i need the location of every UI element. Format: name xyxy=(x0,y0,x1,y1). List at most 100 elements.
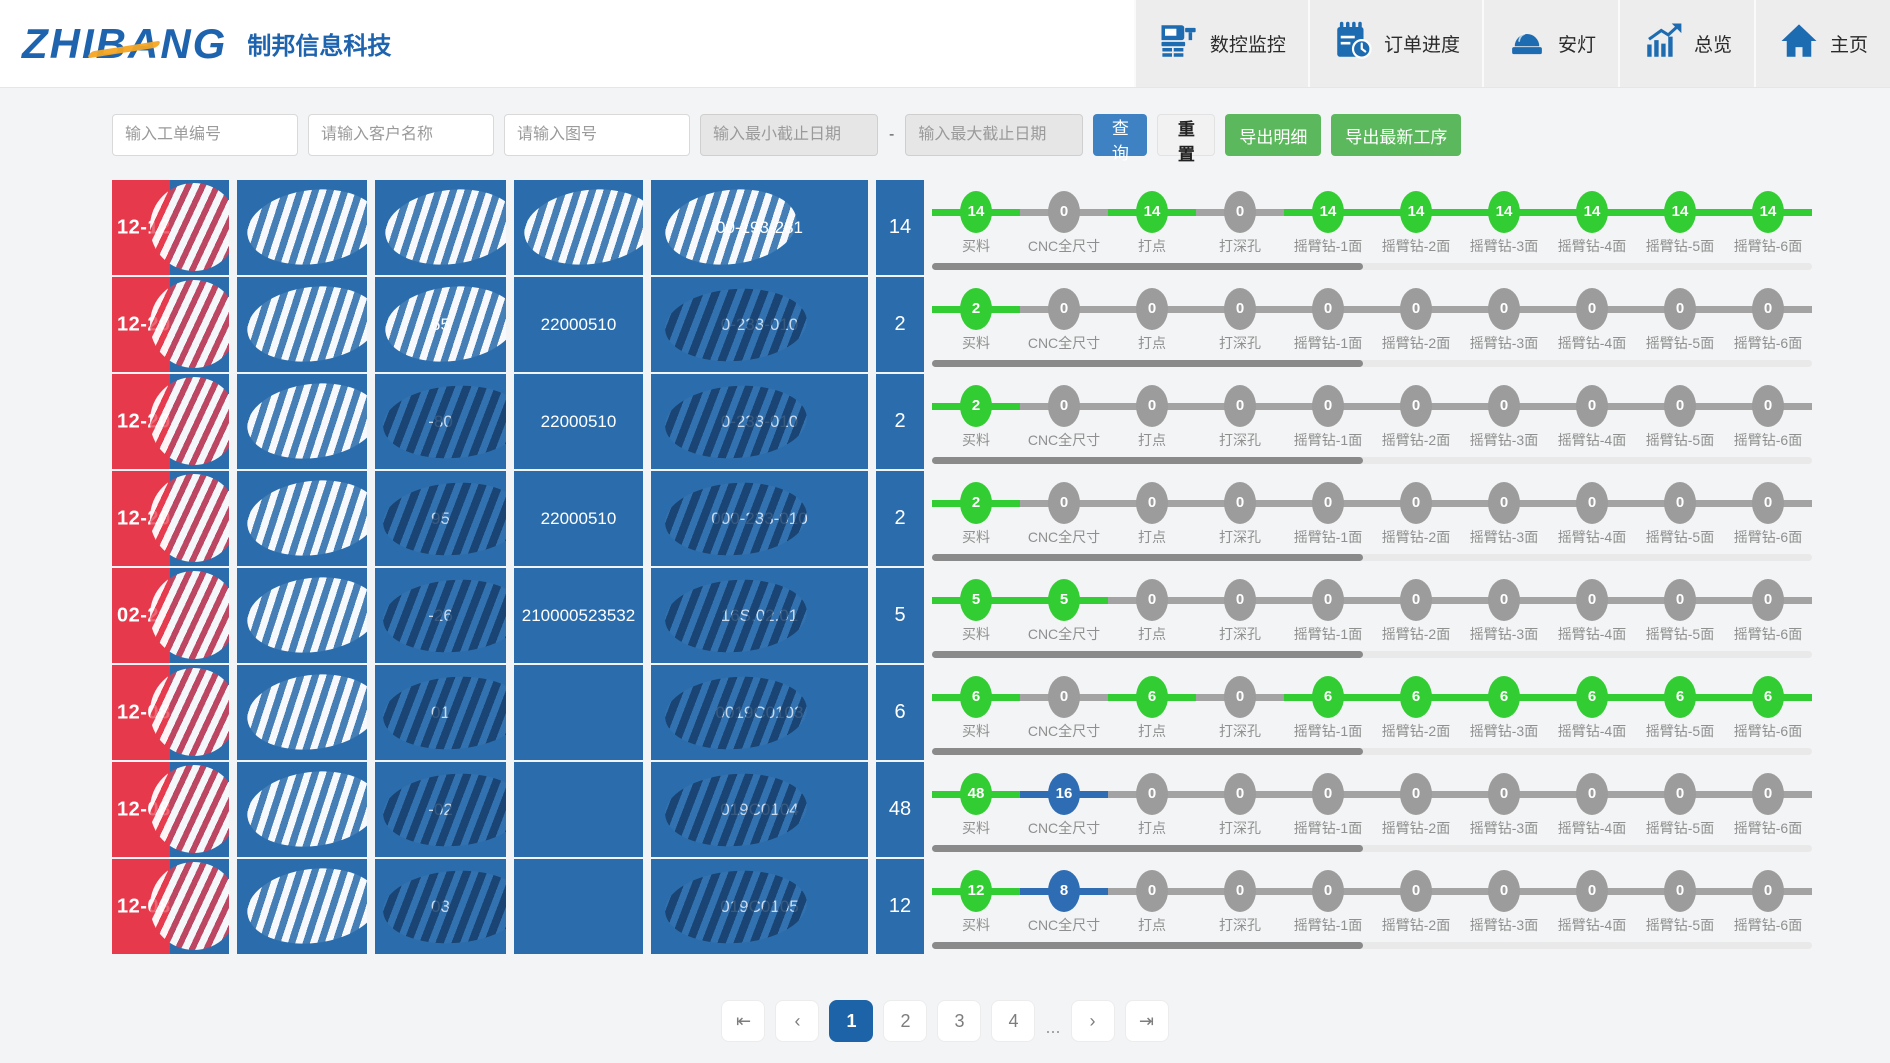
due-date-cell: 12-08 xyxy=(112,859,229,954)
work-order-cell xyxy=(237,762,367,857)
step-count-bubble: 0 xyxy=(1224,676,1256,718)
stepper-scrollbar-thumb[interactable] xyxy=(932,942,1364,949)
work-order-input[interactable] xyxy=(112,114,298,156)
step-label: 摇臂钻-2面 xyxy=(1381,432,1451,448)
cell-text: 000-233-010 xyxy=(711,508,808,528)
cell-text: 03 xyxy=(431,896,450,916)
step-count-bubble: 0 xyxy=(1048,385,1080,427)
stepper-scrollbar-thumb[interactable] xyxy=(932,554,1364,561)
process-stepper: 2 买料 0 CNC全尺寸 0 打点 0 打深孔 0 摇臂钻-1面 0 摇臂钻-… xyxy=(932,471,1812,566)
table-row[interactable]: 12-20 95 22000510 000-233-010 2 2 买料 0 C… xyxy=(112,471,1812,566)
step-count-bubble: 6 xyxy=(1400,676,1432,718)
step-label: 打深孔 xyxy=(1219,917,1261,933)
table-row[interactable]: 12-20 -80 22000510 0-233-010 2 2 买料 0 CN… xyxy=(112,374,1812,469)
cell-text: 019C0104 xyxy=(720,799,799,819)
drawing-number-cell: -80 xyxy=(375,374,506,469)
step-label: 摇臂钻-6面 xyxy=(1733,432,1803,448)
customer-name-input[interactable] xyxy=(308,114,494,156)
nav-item-cnc-monitor[interactable]: 数控监控 xyxy=(1133,0,1308,87)
pagination-ellipsis: ... xyxy=(1045,1017,1061,1037)
cell-text: 00-193-281 xyxy=(716,217,803,237)
logo: ZHIBANG 制邦信息科技 xyxy=(0,0,391,87)
nav-item-overview[interactable]: 总览 xyxy=(1617,0,1754,87)
stepper-scrollbar-thumb[interactable] xyxy=(932,748,1364,755)
stepper-scrollbar-thumb[interactable] xyxy=(932,263,1364,270)
step-count-bubble: 2 xyxy=(960,482,992,524)
page-button-3[interactable]: 3 xyxy=(937,1000,982,1042)
next-page-button[interactable]: › xyxy=(1070,1000,1115,1042)
process-step: 0 摇臂钻-5面 xyxy=(1636,288,1724,353)
step-label: 买料 xyxy=(962,626,990,642)
drawing-number-input[interactable] xyxy=(504,114,690,156)
process-step: 2 买料 xyxy=(932,482,1020,547)
reset-button[interactable]: 重置 xyxy=(1157,114,1216,164)
step-count-bubble: 0 xyxy=(1488,579,1520,621)
nav-label: 订单进度 xyxy=(1383,35,1460,56)
step-count-bubble: 6 xyxy=(1664,676,1696,718)
due-date: 12-20 xyxy=(117,410,171,432)
step-label: 摇臂钻-5面 xyxy=(1645,626,1715,642)
nav-item-order-progress[interactable]: 订单进度 xyxy=(1307,0,1482,87)
step-count-bubble: 0 xyxy=(1312,288,1344,330)
step-label: 摇臂钻-6面 xyxy=(1733,626,1803,642)
stepper-scrollbar-thumb[interactable] xyxy=(932,360,1364,367)
process-step: 6 摇臂钻-1面 xyxy=(1284,676,1372,741)
stepper-steps: 2 买料 0 CNC全尺寸 0 打点 0 打深孔 0 摇臂钻-1面 0 摇臂钻-… xyxy=(932,482,1812,547)
quantity-value: 2 xyxy=(894,313,906,335)
cell-text: 22000510 xyxy=(540,314,617,334)
step-count-bubble: 0 xyxy=(1136,288,1168,330)
last-page-button[interactable]: ⇥ xyxy=(1124,1000,1169,1042)
process-step: 0 打深孔 xyxy=(1196,676,1284,741)
min-due-date-input[interactable] xyxy=(700,114,878,156)
process-step: 0 摇臂钻-5面 xyxy=(1636,870,1724,935)
page-button-4[interactable]: 4 xyxy=(991,1000,1036,1042)
table-row[interactable]: 12-12 00-193-281 14 14 买料 0 CNC全尺寸 14 打点… xyxy=(112,180,1812,275)
process-step: 0 摇臂钻-2面 xyxy=(1372,870,1460,935)
query-button[interactable]: 查询 xyxy=(1093,114,1148,163)
page-button-1[interactable]: 1 xyxy=(829,1000,874,1042)
step-count-bubble: 0 xyxy=(1488,773,1520,815)
table-row[interactable]: 12-20 65 22000510 0-233-010 2 2 买料 0 CNC… xyxy=(112,277,1812,372)
step-count-bubble: 14 xyxy=(1488,191,1520,233)
process-step: 6 打点 xyxy=(1108,676,1196,741)
nav-item-home[interactable]: 主页 xyxy=(1753,0,1890,87)
table-row[interactable]: 02-2 -26 210000523532 16S.02.01 5 5 买料 5… xyxy=(112,568,1812,663)
step-label: CNC全尺寸 xyxy=(1027,723,1101,739)
table-row[interactable]: 12-08 -02 019C0104 48 48 买料 16 CNC全尺寸 0 … xyxy=(112,762,1812,857)
batch-number-cell: 210000523532 xyxy=(514,568,643,663)
stepper-scrollbar-thumb[interactable] xyxy=(932,651,1364,658)
step-count-bubble: 0 xyxy=(1400,288,1432,330)
process-stepper: 48 买料 16 CNC全尺寸 0 打点 0 打深孔 0 摇臂钻-1面 0 摇臂… xyxy=(932,762,1812,857)
redaction-scribble xyxy=(242,182,367,272)
due-date-cell: 12-20 xyxy=(112,277,229,372)
process-step: 0 摇臂钻-1面 xyxy=(1284,870,1372,935)
export-detail-button[interactable]: 导出明细 xyxy=(1225,114,1322,156)
export-latest-process-button[interactable]: 导出最新工序 xyxy=(1331,114,1462,156)
process-step: 0 摇臂钻-3面 xyxy=(1460,870,1548,935)
step-label: 打点 xyxy=(1138,529,1166,545)
first-page-button[interactable]: ⇤ xyxy=(721,1000,766,1042)
step-count-bubble: 0 xyxy=(1136,579,1168,621)
stepper-scrollbar-track xyxy=(932,651,1812,658)
prev-page-button[interactable]: ‹ xyxy=(775,1000,820,1042)
step-label: 买料 xyxy=(962,432,990,448)
page-button-2[interactable]: 2 xyxy=(883,1000,928,1042)
stepper-scrollbar-thumb[interactable] xyxy=(932,845,1364,852)
work-order-cell xyxy=(237,859,367,954)
andon-lamp-icon xyxy=(1506,20,1548,67)
table-row[interactable]: 12-08 01 0019C0103 6 6 买料 0 CNC全尺寸 6 打点 … xyxy=(112,665,1812,760)
process-step: 14 摇臂钻-6面 xyxy=(1724,191,1812,256)
step-label: 摇臂钻-3面 xyxy=(1469,432,1539,448)
process-step: 0 摇臂钻-4面 xyxy=(1548,773,1636,838)
step-count-bubble: 0 xyxy=(1664,385,1696,427)
stepper-scrollbar-thumb[interactable] xyxy=(932,457,1364,464)
table-row[interactable]: 12-08 03 019C0105 12 12 买料 8 CNC全尺寸 0 打点… xyxy=(112,859,1812,954)
stepper-steps: 14 买料 0 CNC全尺寸 14 打点 0 打深孔 14 摇臂钻-1面 14 … xyxy=(932,191,1812,256)
step-count-bubble: 0 xyxy=(1752,482,1784,524)
drawing-number-cell: 03 xyxy=(375,859,506,954)
max-due-date-input[interactable] xyxy=(905,114,1084,156)
process-step: 0 摇臂钻-5面 xyxy=(1636,482,1724,547)
order-table: 12-12 00-193-281 14 14 买料 0 CNC全尺寸 14 打点… xyxy=(112,180,1812,954)
nav-item-andon[interactable]: 安灯 xyxy=(1481,0,1618,87)
step-count-bubble: 0 xyxy=(1312,579,1344,621)
